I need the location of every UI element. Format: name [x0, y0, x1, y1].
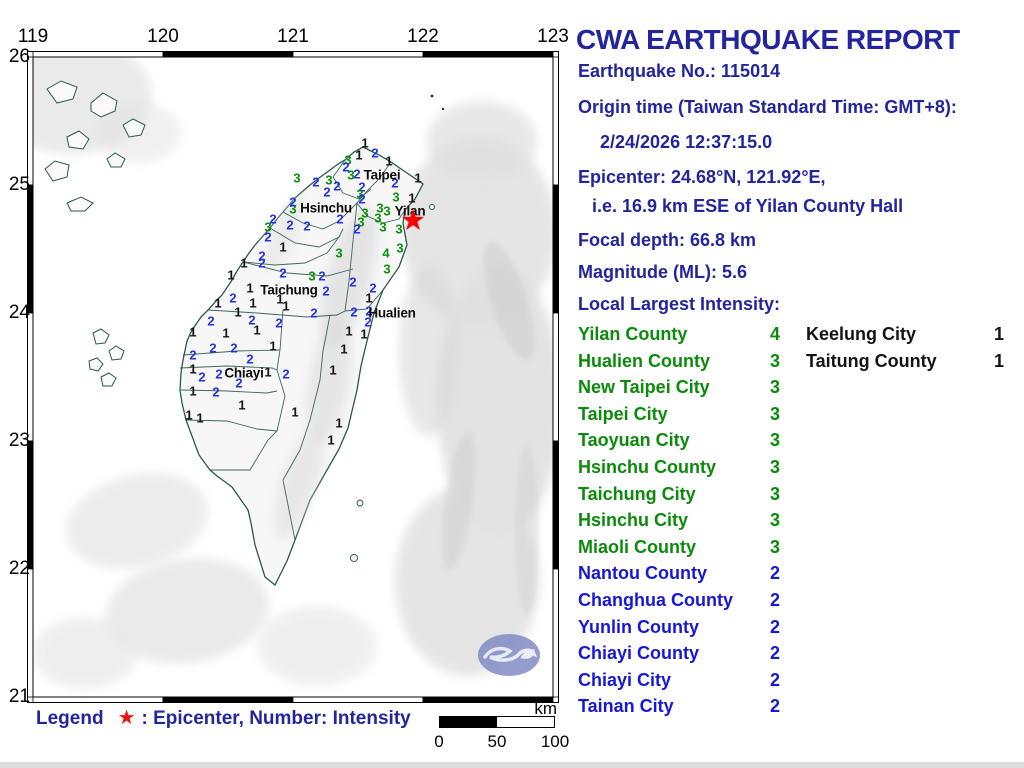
region-name: Hualien County [578, 350, 711, 371]
lat-tick-24: 24 [8, 302, 30, 323]
intensity-row: Taoyuan City 3 [578, 430, 780, 451]
region-intensity-value: 2 [769, 643, 780, 664]
region-intensity-value: 2 [769, 616, 780, 637]
intensity-row: Hsinchu County 3 [578, 457, 780, 478]
lat-tick-25: 25 [8, 174, 30, 195]
region-name: Chiayi County [578, 643, 700, 664]
region-intensity-value: 3 [769, 377, 780, 398]
intensity-row: Keelung City 1 [806, 324, 1004, 345]
report-title: CWA EARTHQUAKE REPORT [576, 24, 960, 55]
origin-time-value: 2/24/2026 12:37:15.0 [600, 132, 773, 152]
region-name: Keelung City [806, 324, 917, 344]
county-boundaries [179, 159, 406, 541]
region-name: Tainan City [578, 696, 674, 717]
region-intensity-value: 3 [769, 483, 780, 504]
region-name: Nantou County [578, 563, 707, 584]
region-name: Hsinchu County [578, 457, 716, 477]
scalebar-unit: km [534, 699, 557, 718]
region-intensity-value: 2 [769, 669, 780, 690]
region-intensity-value: 4 [769, 324, 780, 344]
epicenter-coords: Epicenter: 24.68°N, 121.92°E, [578, 167, 826, 187]
lon-tick-121: 121 [277, 26, 309, 47]
intensity-row: Yunlin County 2 [578, 617, 780, 638]
region-name: Chiayi City [578, 669, 672, 690]
island-relief [264, 196, 379, 539]
lat-tick-26: 26 [8, 46, 30, 67]
scalebar-tick-0: 0 [434, 732, 444, 751]
lon-tick-123: 123 [537, 26, 569, 47]
earthquake-number: Earthquake No.: 115014 [578, 61, 781, 81]
intensity-row: New Taipei City 3 [578, 377, 780, 398]
legend: Legend ★: Epicenter, Number: Intensity [36, 705, 411, 730]
cwa-logo [478, 634, 540, 676]
region-name: Miaoli County [578, 536, 696, 557]
bottom-strip [0, 762, 1024, 768]
lon-tick-119: 119 [17, 26, 49, 47]
lon-tick-122: 122 [407, 26, 439, 47]
region-name: Yunlin County [578, 616, 699, 637]
region-intensity-value: 3 [769, 536, 780, 557]
intensity-header: Local Largest Intensity: [578, 294, 781, 314]
region-name: Taoyuan City [578, 430, 690, 451]
lat-tick-22: 22 [8, 558, 30, 579]
intensity-row: Taitung County 1 [806, 351, 1004, 372]
lon-tick-120: 120 [147, 26, 179, 47]
legend-title: Legend [36, 708, 104, 729]
taiwan-map [27, 51, 559, 703]
intensity-row: Hualien County 3 [578, 351, 780, 372]
region-intensity-value: 1 [993, 350, 1004, 371]
intensity-row: Taipei City 3 [578, 404, 780, 425]
scalebar-white-segment [496, 716, 555, 728]
intensity-row: Chiayi County 2 [578, 643, 780, 664]
epicenter-reference: i.e. 16.9 km ESE of Yilan County Hall [592, 196, 904, 216]
intensity-row: Tainan City 2 [578, 696, 780, 717]
intensity-row: Nantou County 2 [578, 563, 780, 584]
intensity-row: Hsinchu City 3 [578, 510, 780, 531]
region-name: Changhua County [578, 590, 733, 610]
intensity-row: Chiayi City 2 [578, 670, 780, 691]
scalebar-black-segment [439, 716, 497, 728]
region-name: New Taipei City [578, 377, 710, 398]
china-coast-islands [44, 80, 146, 212]
intensity-row: Changhua County 2 [578, 590, 780, 611]
origin-time-label: Origin time (Taiwan Standard Time: GMT+8… [578, 97, 957, 117]
region-name: Taitung County [806, 350, 937, 371]
sea-relief [33, 57, 553, 689]
scalebar-tick-100: 100 [540, 732, 570, 751]
region-name: Yilan County [578, 324, 688, 344]
region-name: Hsinchu City [578, 510, 689, 531]
legend-description: : Epicenter, Number: Intensity [141, 708, 411, 729]
region-intensity-value: 2 [769, 696, 780, 717]
region-name: Taipei City [578, 403, 668, 424]
focal-depth: Focal depth: 66.8 km [578, 230, 757, 250]
region-name: Taichung City [578, 483, 696, 504]
region-intensity-value: 1 [993, 324, 1004, 344]
region-intensity-value: 3 [769, 350, 780, 371]
lat-tick-23: 23 [8, 430, 30, 451]
region-intensity-value: 3 [769, 430, 780, 451]
scalebar-tick-50: 50 [487, 732, 507, 751]
epicenter-star-icon: ★ [117, 707, 136, 729]
intensity-row: Yilan County 4 [578, 324, 780, 345]
magnitude: Magnitude (ML): 5.6 [578, 262, 747, 282]
region-intensity-value: 2 [769, 590, 780, 610]
lat-tick-21: 21 [8, 686, 30, 707]
region-intensity-value: 2 [769, 563, 780, 584]
intensity-row: Miaoli County 3 [578, 537, 780, 558]
offshore-islets [349, 94, 445, 563]
region-intensity-value: 3 [769, 403, 780, 424]
penghu-islands [88, 328, 125, 387]
region-intensity-value: 3 [769, 510, 780, 531]
map-frame [27, 51, 559, 703]
intensity-row: Taichung City 3 [578, 484, 780, 505]
region-intensity-value: 3 [769, 457, 780, 477]
